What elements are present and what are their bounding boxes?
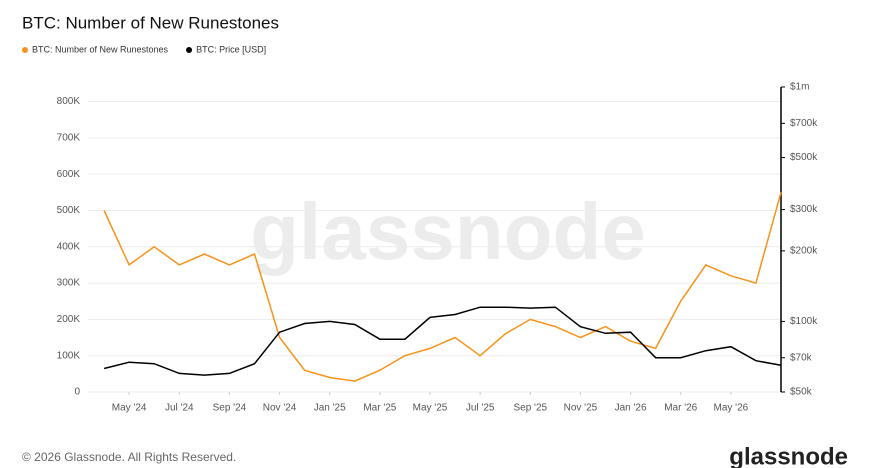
legend-marker (186, 47, 193, 53)
logo: glassnode (729, 443, 848, 468)
x-tick-label: Jul '24 (165, 403, 194, 414)
x-tick-label: Jan '25 (314, 403, 346, 414)
y2-tick-label: $70k (790, 352, 813, 363)
y-tick-label: 400K (57, 241, 81, 252)
y2-tick-label: $50k (790, 387, 813, 398)
y2-tick-label: $1m (790, 82, 809, 93)
y-tick-label: 500K (57, 205, 81, 216)
x-tick-label: Jan '26 (615, 403, 647, 414)
legend-label: BTC: Price [USD] (196, 44, 266, 54)
x-tick-label: Sep '24 (213, 403, 247, 414)
y-tick-label: 600K (57, 169, 81, 180)
x-tick-label: Sep '25 (513, 403, 547, 414)
y-tick-label: 300K (57, 278, 81, 289)
x-tick-label: May '24 (112, 403, 147, 414)
y2-tick-label: $700k (790, 118, 818, 129)
y2-tick-label: $100k (790, 316, 818, 327)
legend-marker (22, 47, 28, 53)
y2-tick-label: $500k (790, 152, 818, 163)
y2-tick-label: $300k (790, 204, 818, 215)
legend-label: BTC: Number of New Runestones (32, 44, 169, 54)
y2-tick-label: $200k (790, 245, 818, 256)
x-tick-label: Mar '25 (363, 403, 396, 414)
x-tick-label: Nov '24 (263, 403, 297, 414)
y-tick-label: 200K (57, 314, 81, 325)
y-tick-label: 700K (57, 132, 81, 143)
chart-title: BTC: Number of New Runestones (22, 13, 279, 32)
y-tick-label: 0 (74, 387, 80, 398)
x-tick-label: Jul '25 (466, 403, 495, 414)
watermark: glassnode (250, 187, 646, 276)
footer: © 2026 Glassnode. All Rights Reserved. (22, 450, 236, 464)
x-tick-label: Nov '25 (564, 403, 598, 414)
y-tick-label: 800K (57, 96, 81, 107)
x-tick-label: May '26 (714, 403, 749, 414)
y-tick-label: 100K (57, 350, 81, 361)
x-tick-label: May '25 (413, 403, 448, 414)
line-series (103, 192, 782, 382)
line-series (103, 306, 782, 376)
x-tick-label: Mar '26 (664, 403, 697, 414)
